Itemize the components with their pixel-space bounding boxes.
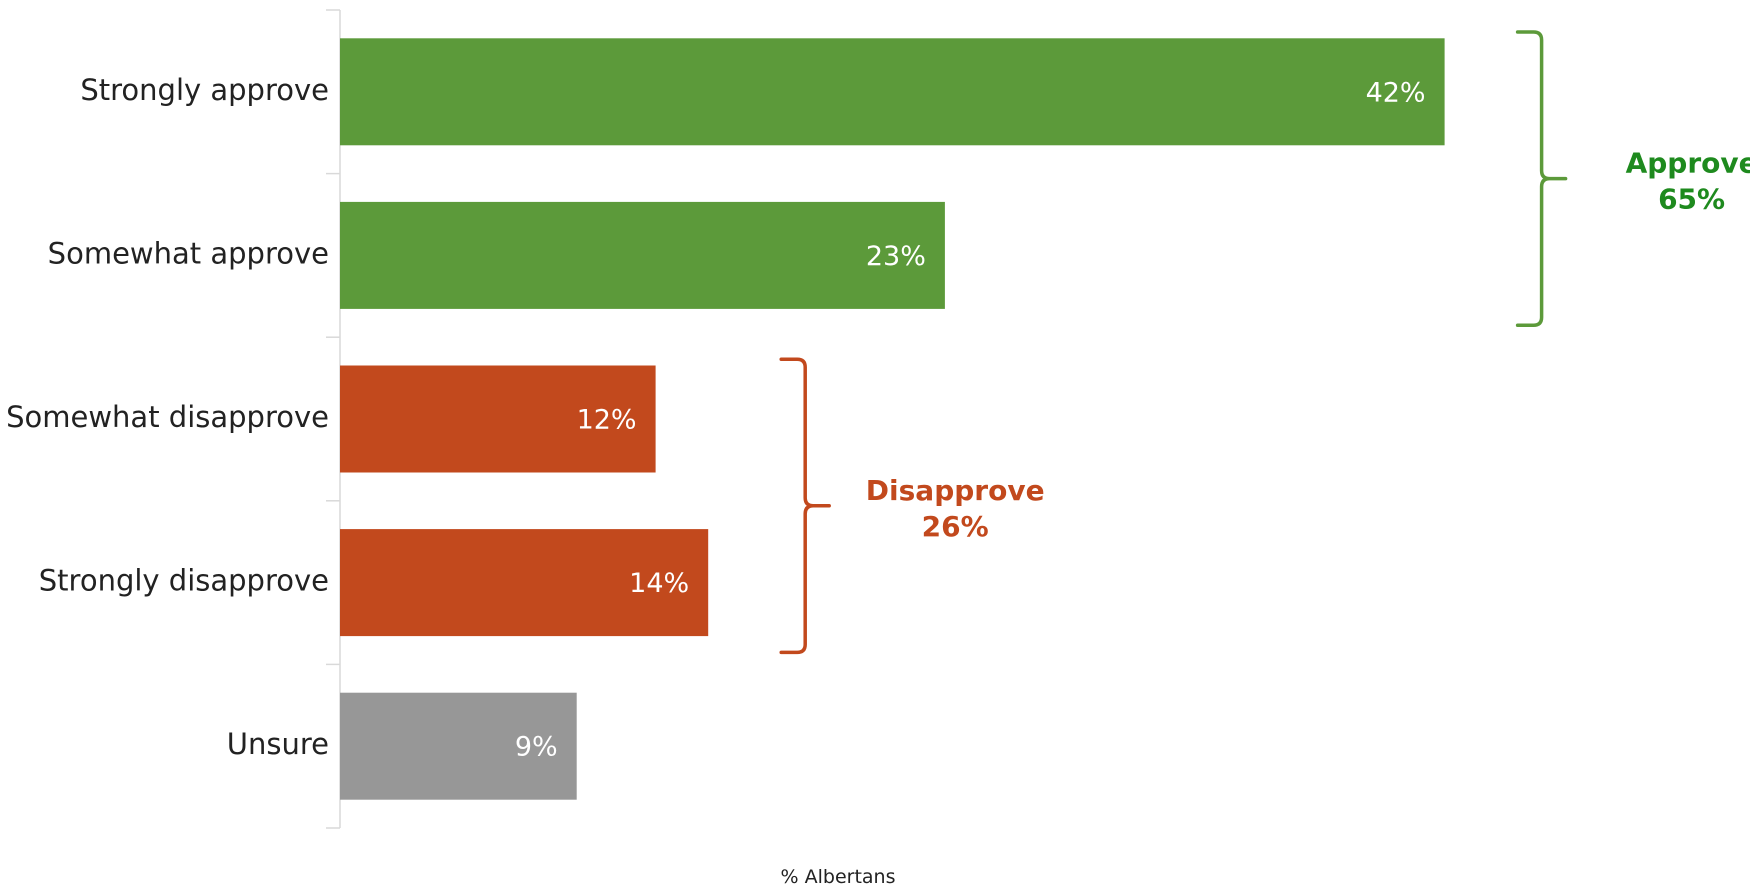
value-label: 14% [629, 568, 689, 599]
value-labels: 42% 23% 12% 14% 9% [515, 77, 1426, 762]
group-value-disapprove: 26% [922, 510, 989, 543]
bracket-approve [1515, 30, 1568, 327]
bar-strongly-approve [340, 38, 1445, 146]
bars [340, 38, 1445, 800]
bar-unsure [340, 692, 577, 800]
group-label-approve: Approve [1626, 147, 1750, 180]
value-label: 42% [1366, 77, 1426, 108]
group-label-disapprove: Disapprove [866, 474, 1045, 507]
category-label: Strongly disapprove [39, 564, 329, 598]
category-labels: Strongly approve Somewhat approve Somewhat… [6, 73, 329, 761]
value-label: 23% [866, 241, 926, 272]
value-label: 12% [577, 405, 637, 436]
category-label: Somewhat approve [48, 236, 329, 270]
category-label: Unsure [227, 727, 329, 761]
group-value-approve: 65% [1658, 183, 1725, 216]
x-axis-label: % Albertans [781, 866, 896, 888]
category-label: Strongly approve [80, 73, 329, 107]
category-label: Somewhat disapprove [6, 400, 329, 434]
bar-somewhat-disapprove [340, 365, 656, 473]
value-label: 9% [515, 732, 558, 763]
bar-strongly-disapprove [340, 529, 709, 637]
bar-somewhat-approve [340, 201, 945, 309]
bracket-disapprove [779, 357, 831, 655]
y-axis-ticks [326, 9, 340, 829]
